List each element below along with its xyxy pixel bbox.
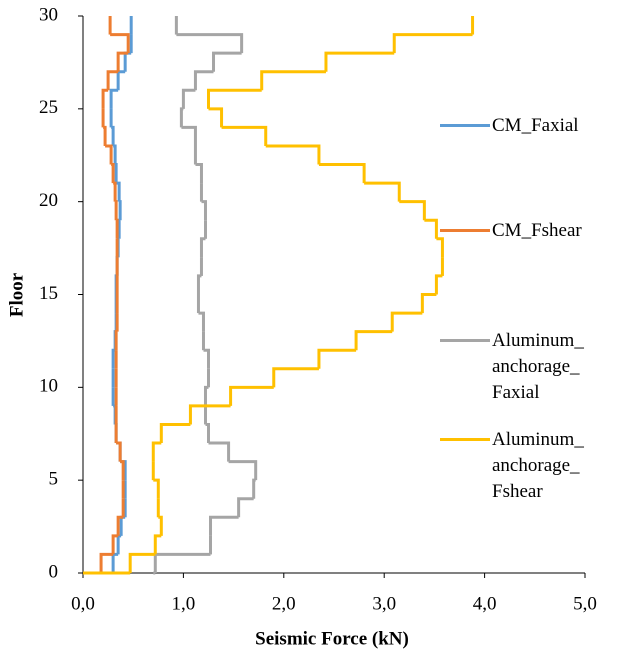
step-segment xyxy=(207,88,262,109)
step-segment xyxy=(115,218,119,239)
legend-swatch xyxy=(440,229,490,232)
step-segment xyxy=(111,125,115,146)
x-tick-label: 5,0 xyxy=(573,593,597,614)
step-segment xyxy=(113,144,117,165)
legend-swatch xyxy=(440,438,490,441)
step-segment xyxy=(221,125,268,146)
step-segment xyxy=(181,88,196,109)
step-segment xyxy=(390,311,423,332)
step-segment xyxy=(151,441,162,462)
legend-label: Aluminum_ anchorage_ Fshear xyxy=(492,429,584,502)
x-tick-label: 3,0 xyxy=(372,593,396,614)
x-tick-label: 1,0 xyxy=(172,593,196,614)
step-segment xyxy=(208,107,224,128)
x-tick-label: 0,0 xyxy=(71,593,95,614)
step-segment xyxy=(436,237,444,258)
x-tick-label: 4,0 xyxy=(473,593,497,614)
step-segment xyxy=(199,237,206,258)
step-segment xyxy=(193,70,214,91)
step-segment xyxy=(118,200,122,221)
step-segment xyxy=(237,497,254,518)
step-segment xyxy=(317,348,357,369)
step-segment xyxy=(354,330,393,351)
step-segment xyxy=(105,144,113,165)
y-tick-label: 15 xyxy=(39,283,58,304)
step-segment xyxy=(228,460,258,481)
step-segment xyxy=(110,33,130,54)
step-segment xyxy=(212,51,242,72)
step-segment xyxy=(128,552,156,573)
step-segment xyxy=(201,200,207,221)
step-segment xyxy=(158,515,163,536)
step-segment xyxy=(399,200,426,221)
step-segment xyxy=(392,33,473,54)
step-segment xyxy=(106,70,119,91)
step-segment xyxy=(424,218,438,239)
step-segment xyxy=(265,144,321,165)
step-segment xyxy=(119,515,126,536)
step-segment xyxy=(113,181,117,202)
x-axis-label: Seismic Force (kN) xyxy=(255,628,409,649)
step-segment xyxy=(114,200,118,221)
step-segment xyxy=(111,534,119,555)
y-tick-label: 20 xyxy=(39,190,58,211)
step-segment xyxy=(153,552,211,573)
step-segment xyxy=(181,125,197,146)
step-segment xyxy=(179,107,184,128)
step-segment xyxy=(111,552,119,573)
step-segment xyxy=(116,515,124,536)
step-segment xyxy=(116,534,122,555)
x-tick-label: 2,0 xyxy=(272,593,296,614)
step-segment xyxy=(153,534,162,555)
step-segment xyxy=(203,348,210,369)
step-segment xyxy=(203,385,209,406)
legend-label: CM_Faxial xyxy=(492,115,579,136)
step-segment xyxy=(188,404,231,425)
step-segment xyxy=(205,422,210,444)
legend-label: Aluminum_ anchorage_ Faxial xyxy=(492,330,584,403)
step-segment xyxy=(116,441,122,462)
legend-swatch xyxy=(440,339,490,342)
step-segment xyxy=(364,181,401,202)
step-segment xyxy=(116,70,126,91)
step-segment xyxy=(229,385,274,406)
step-segment xyxy=(208,441,231,462)
step-segment xyxy=(260,70,326,91)
y-tick-label: 0 xyxy=(49,561,59,582)
step-segment xyxy=(103,125,107,146)
step-segment xyxy=(111,163,115,184)
step-segment xyxy=(159,422,191,444)
y-tick-label: 10 xyxy=(39,376,58,397)
step-segment xyxy=(420,293,437,314)
step-segment xyxy=(114,163,118,184)
step-segment xyxy=(120,460,125,481)
y-axis-label: Floor xyxy=(6,272,27,317)
y-tick-label: 25 xyxy=(39,97,58,118)
step-segment xyxy=(196,274,202,295)
step-segment xyxy=(252,478,256,499)
step-segment xyxy=(176,33,244,54)
step-segment xyxy=(195,163,203,184)
step-segment xyxy=(117,218,121,239)
step-segment xyxy=(434,274,443,295)
step-segment xyxy=(116,51,129,72)
step-segment xyxy=(101,88,109,109)
step-segment xyxy=(114,330,118,351)
step-segment xyxy=(198,311,205,332)
step-segment xyxy=(153,478,160,499)
legend-swatch xyxy=(440,124,490,127)
step-segment xyxy=(109,88,119,109)
step-segment xyxy=(99,552,114,573)
step-segment xyxy=(209,515,239,536)
y-tick-label: 30 xyxy=(39,4,58,25)
y-tick-label: 5 xyxy=(49,469,59,490)
legend-label: CM_Fshear xyxy=(492,220,582,241)
step-segment xyxy=(272,367,319,388)
step-segment xyxy=(318,163,366,184)
step-segment xyxy=(324,51,395,72)
step-segment xyxy=(123,51,132,72)
